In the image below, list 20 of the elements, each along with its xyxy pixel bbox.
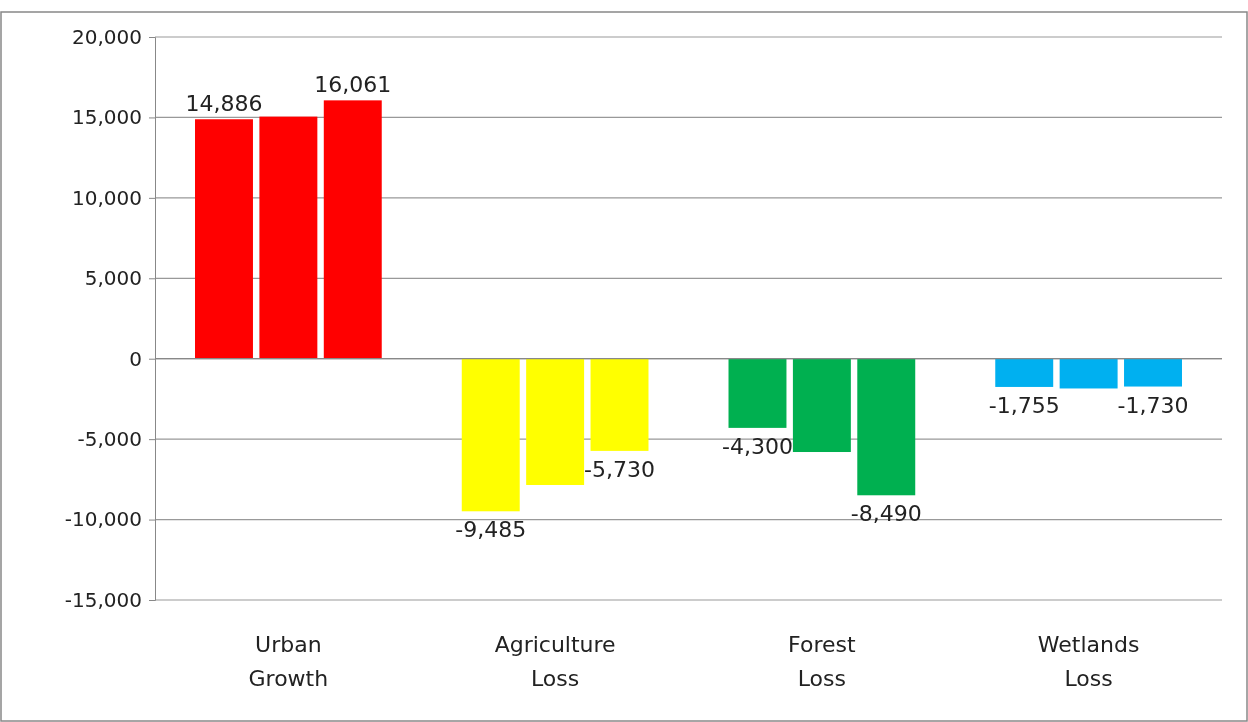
y-tick-label: 15,000 [72, 105, 142, 130]
data-label: -4,300 [722, 433, 793, 459]
y-tick-label: 10,000 [72, 185, 142, 210]
data-label: -5,730 [584, 456, 655, 482]
y-tick-label: 0 [129, 346, 142, 371]
data-label: -9,485 [455, 517, 527, 543]
x-tick-label: Wetlands Loss [1037, 632, 1140, 691]
data-label: 14,886 [185, 91, 263, 117]
data-label: -8,490 [850, 501, 922, 527]
y-tick-label: 20,000 [72, 24, 142, 49]
data-label: -1,755 [988, 392, 1060, 418]
data-label: 16,061 [314, 72, 392, 98]
y-tick-label: 5,000 [84, 266, 142, 291]
x-tick-label: Forest Loss [788, 632, 857, 691]
data-label: -1,730 [1117, 392, 1189, 418]
x-tick-label: Agriculture Loss [494, 632, 616, 691]
y-tick-label: -15,000 [64, 587, 142, 612]
x-tick-label: Urban Growth [248, 632, 329, 691]
y-tick-label: -10,000 [64, 507, 142, 532]
y-tick-label: -5,000 [77, 427, 142, 452]
